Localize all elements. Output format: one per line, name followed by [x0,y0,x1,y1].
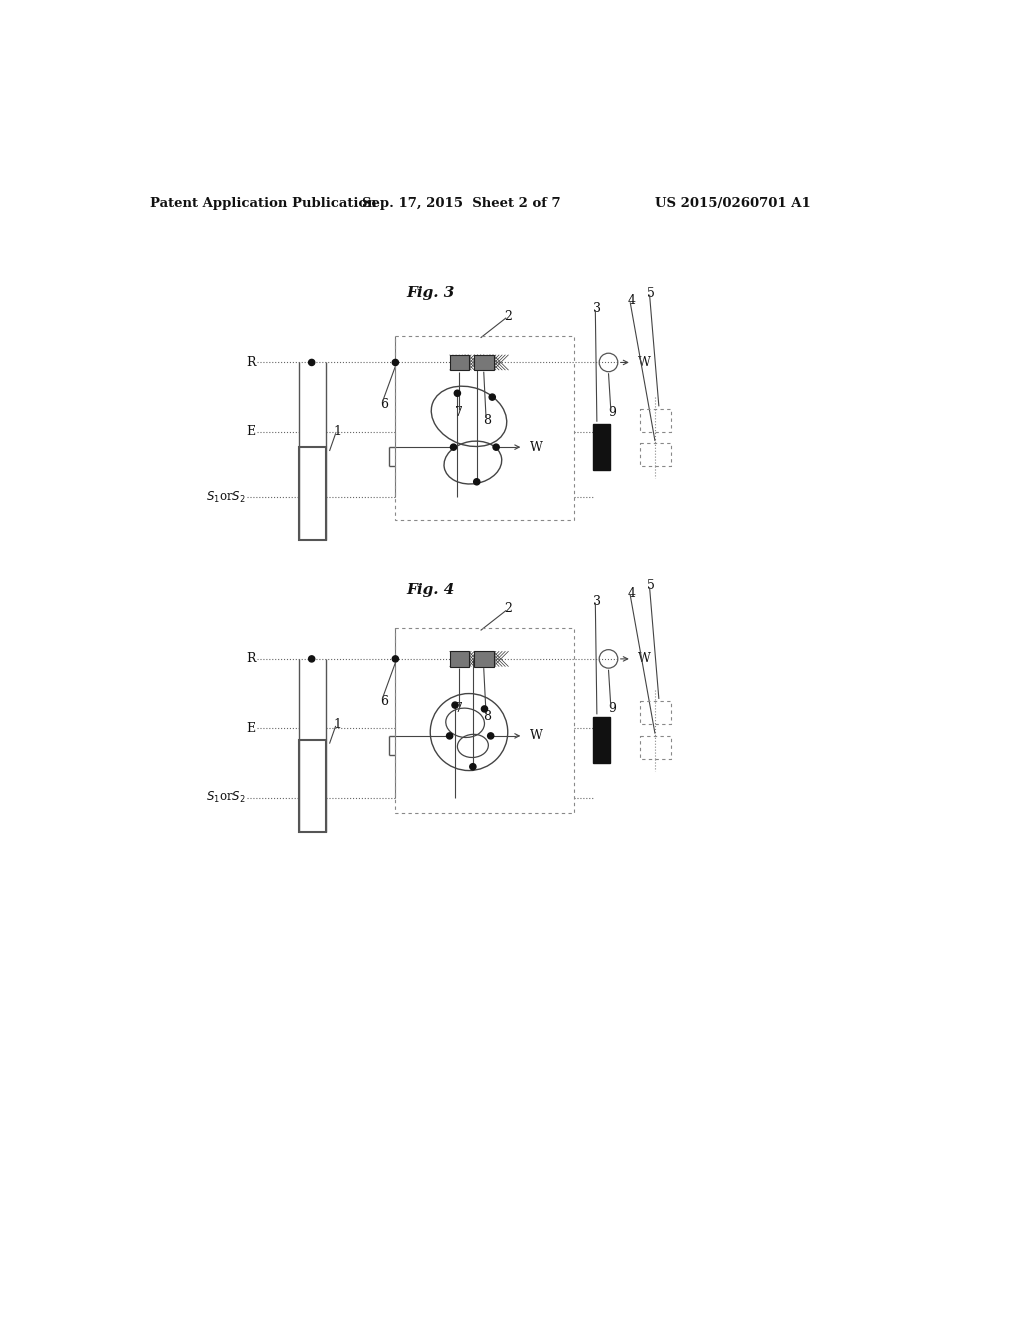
Text: 9: 9 [608,702,616,715]
Circle shape [392,656,398,663]
Text: W: W [638,652,651,665]
Bar [299,739,326,832]
Text: $S_1$or$S_2$: $S_1$or$S_2$ [206,490,246,504]
Text: Fig. 3: Fig. 3 [407,286,455,300]
Circle shape [446,733,453,739]
Circle shape [481,706,487,711]
Circle shape [489,393,496,400]
Text: 2: 2 [504,602,512,615]
Bar [593,424,610,470]
Circle shape [452,702,458,708]
Circle shape [474,479,480,484]
Text: R: R [247,356,256,370]
Text: 5: 5 [647,286,655,300]
Circle shape [455,391,461,396]
Text: Fig. 4: Fig. 4 [407,582,455,597]
Text: E: E [247,722,256,735]
Circle shape [470,763,476,770]
Bar [640,409,671,432]
Text: W: W [638,356,651,370]
Text: 9: 9 [608,407,616,418]
Circle shape [451,444,457,450]
Text: US 2015/0260701 A1: US 2015/0260701 A1 [654,197,810,210]
Bar [450,355,469,370]
Circle shape [308,359,314,366]
Text: 3: 3 [593,302,601,315]
Text: W: W [529,730,543,742]
Bar [450,651,469,667]
Text: 4: 4 [628,587,636,601]
Text: 7: 7 [455,407,463,418]
Text: 2: 2 [504,310,512,323]
Bar [593,717,610,763]
Text: 7: 7 [455,702,463,715]
Circle shape [493,444,500,450]
Bar [474,355,494,370]
Text: 6: 6 [380,399,388,412]
Text: R: R [247,652,256,665]
Text: Sep. 17, 2015  Sheet 2 of 7: Sep. 17, 2015 Sheet 2 of 7 [361,197,560,210]
Bar [395,628,573,813]
Text: 3: 3 [593,594,601,607]
Text: 4: 4 [628,294,636,308]
Text: 8: 8 [483,413,492,426]
Text: 6: 6 [380,694,388,708]
Circle shape [392,359,398,366]
Text: W: W [529,441,543,454]
Circle shape [487,733,494,739]
Bar [395,335,573,520]
Bar [640,444,671,466]
Text: 1: 1 [333,718,341,731]
Text: 8: 8 [483,710,492,723]
Bar [640,701,671,725]
Bar [640,737,671,759]
Text: E: E [247,425,256,438]
Bar [474,651,494,667]
Text: 1: 1 [333,425,341,438]
Text: Patent Application Publication: Patent Application Publication [151,197,377,210]
Bar [299,447,326,540]
Text: $S_1$or$S_2$: $S_1$or$S_2$ [206,789,246,805]
Circle shape [308,656,314,663]
Text: 5: 5 [647,579,655,593]
